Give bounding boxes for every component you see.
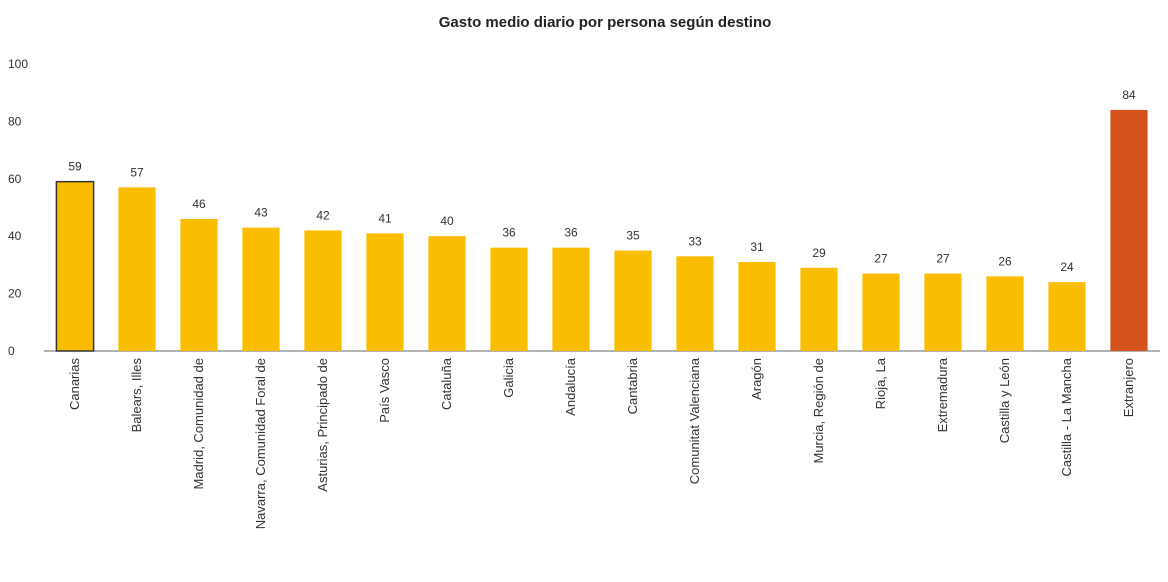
- bar-value-label: 41: [378, 211, 392, 225]
- category-label: Castilla y León: [997, 358, 1012, 443]
- category-label: Extranjero: [1121, 358, 1136, 417]
- bar: [924, 273, 962, 351]
- bar: [366, 233, 404, 351]
- category-label: Balears, Illes: [129, 358, 144, 433]
- category-label: Aragón: [749, 358, 764, 400]
- bar-value-label: 36: [502, 226, 516, 240]
- bar-value-label: 84: [1122, 88, 1136, 102]
- bar-value-label: 57: [130, 165, 144, 179]
- y-tick-label: 80: [8, 114, 22, 128]
- category-label: Andalucía: [563, 357, 578, 416]
- bar-value-label: 29: [812, 246, 826, 260]
- bar: [490, 247, 528, 351]
- bar-value-label: 40: [440, 214, 454, 228]
- y-tick-label: 0: [8, 344, 15, 358]
- category-label: País Vasco: [377, 358, 392, 423]
- bar: [986, 276, 1024, 351]
- bar-value-label: 31: [750, 240, 764, 254]
- bar: [800, 267, 838, 351]
- bar-value-label: 59: [68, 160, 82, 174]
- category-label: Murcia, Región de: [811, 358, 826, 464]
- bar: [118, 187, 156, 351]
- bar: [738, 262, 776, 351]
- bar: [552, 247, 590, 351]
- category-label: Navarra, Comunidad Foral de: [253, 358, 268, 529]
- bar: [614, 250, 652, 351]
- category-label: Extremadura: [935, 357, 950, 432]
- bar: [180, 218, 218, 351]
- bar-value-label: 24: [1060, 260, 1074, 274]
- bar-value-label: 27: [874, 252, 888, 266]
- bar-value-label: 46: [192, 197, 206, 211]
- bar: [304, 230, 342, 351]
- bar: [676, 256, 714, 351]
- y-tick-label: 20: [8, 287, 22, 301]
- bar: [242, 227, 280, 351]
- category-label: Madrid, Comunidad de: [191, 358, 206, 490]
- y-tick-label: 40: [8, 229, 22, 243]
- category-label: Rioja, La: [873, 357, 888, 409]
- y-tick-label: 100: [8, 57, 28, 71]
- bar: [1048, 282, 1086, 351]
- bar-value-label: 26: [998, 254, 1012, 268]
- bar: [55, 180, 95, 352]
- bar-value-label: 36: [564, 226, 578, 240]
- bar: [1110, 109, 1148, 351]
- category-label: Castilla - La Mancha: [1059, 357, 1074, 476]
- category-label: Cantabria: [625, 357, 640, 414]
- bar-value-label: 35: [626, 229, 640, 243]
- bar-value-label: 27: [936, 252, 950, 266]
- chart-title: Gasto medio diario por persona según des…: [438, 14, 772, 31]
- y-tick-label: 60: [8, 172, 22, 186]
- bar-value-label: 33: [688, 234, 702, 248]
- bar-value-label: 42: [316, 208, 330, 222]
- category-label: Canarias: [67, 358, 82, 411]
- category-label: Galicia: [501, 357, 516, 398]
- bar: [862, 273, 900, 351]
- category-label: Comunitat Valenciana: [687, 357, 702, 484]
- category-label: Cataluña: [439, 357, 454, 410]
- bar-value-label: 43: [254, 206, 268, 220]
- category-label: Asturias, Principado de: [315, 358, 330, 492]
- bar: [428, 236, 466, 351]
